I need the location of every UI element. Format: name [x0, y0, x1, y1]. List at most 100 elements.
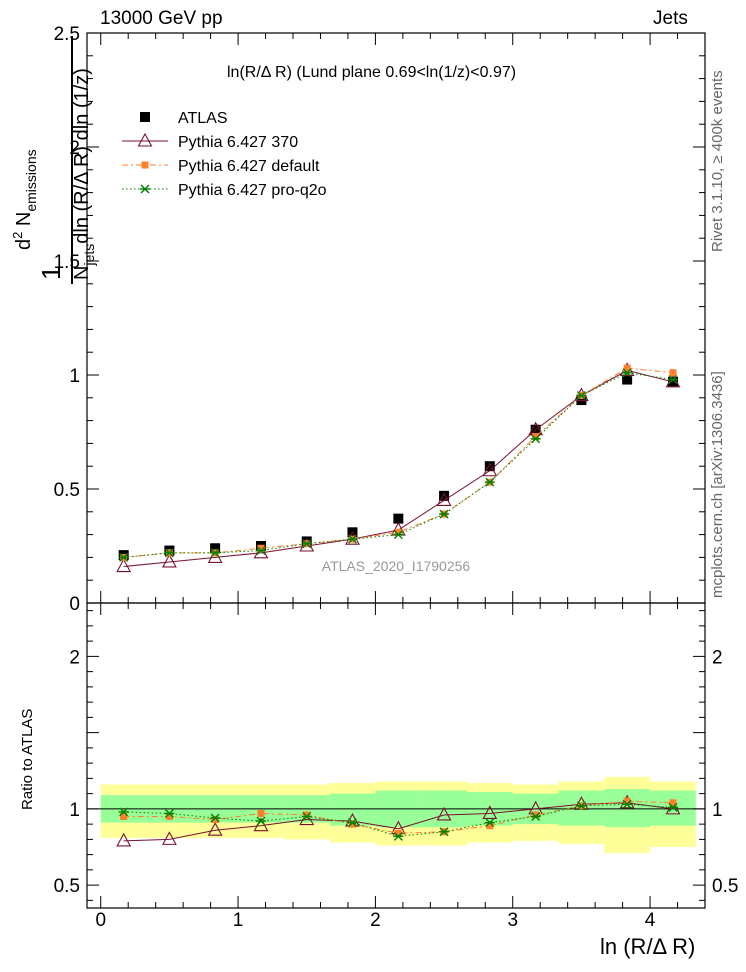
ratio-point — [347, 818, 358, 828]
ratio-point — [165, 813, 173, 820]
data-point — [116, 558, 132, 573]
ratio-y-tick-label: 0.5 — [54, 876, 80, 897]
ratio-point — [256, 816, 267, 826]
axis-ticks: 0 1 2 3 4 0 0.5 1 1.5 2 2.5 0.5 0.5 1 1 2 2 — [54, 24, 739, 931]
data-point — [576, 391, 587, 401]
data-point — [257, 544, 265, 552]
data-series — [116, 362, 681, 847]
legend-marker — [140, 184, 150, 194]
data-point — [622, 368, 633, 378]
ratio-point — [484, 818, 495, 828]
legend-entry: Pythia 6.427 default — [122, 158, 320, 175]
y-tick-label: 2.5 — [54, 24, 80, 45]
data-point — [347, 534, 358, 544]
data-point — [439, 509, 450, 519]
ratio-uncertainty-bands — [87, 776, 705, 854]
y-tick-label: 1 — [69, 366, 80, 387]
data-point — [394, 528, 402, 536]
data-point — [118, 552, 129, 562]
ratio-point — [303, 811, 311, 819]
ratio-y-tick-label-right: 2 — [712, 647, 723, 668]
data-point — [668, 375, 679, 385]
data-point — [622, 374, 633, 385]
y-tick-label: 0.5 — [54, 480, 80, 501]
svg-text:d2 Nemissions: d2 Nemissions — [10, 149, 39, 250]
svg-text:1: 1 — [36, 266, 66, 280]
ratio-point — [257, 809, 265, 817]
ratio-point — [436, 806, 452, 821]
data-point — [164, 548, 175, 558]
ratio-point — [120, 813, 128, 820]
data-point — [484, 461, 495, 472]
data-point — [623, 364, 631, 372]
ratio-point — [486, 822, 494, 830]
data-point — [532, 433, 540, 441]
ratio-point — [439, 827, 450, 837]
legend-entry: Pythia 6.427 370 — [122, 132, 298, 151]
ratio-point — [669, 799, 677, 807]
ratio-point — [164, 808, 175, 818]
ratio-point — [210, 813, 221, 823]
ratio-point — [622, 799, 633, 809]
data-point — [393, 530, 404, 540]
legend-marker — [137, 132, 153, 147]
ratio-point — [161, 831, 177, 845]
data-point — [393, 513, 404, 524]
x-tick-label: 0 — [95, 910, 106, 931]
x-tick-label: 3 — [507, 910, 518, 931]
ratio-y-tick-label-right: 1 — [712, 800, 723, 821]
legend-label: Pythia 6.427 pro-q2o — [178, 182, 327, 199]
ratio-point — [623, 797, 631, 805]
header-left-label: 13000 GeV pp — [100, 8, 223, 29]
data-point — [253, 544, 269, 559]
ratio-panel-frame — [86, 602, 706, 909]
ratio-point — [116, 832, 132, 847]
ratio-point — [532, 811, 540, 819]
legend-entry: ATLAS — [140, 110, 228, 127]
data-point — [256, 546, 267, 556]
legend-label: Pythia 6.427 370 — [178, 134, 298, 151]
ratio-point — [207, 822, 223, 836]
data-point — [436, 492, 452, 506]
legend-entry: Pythia 6.427 pro-q2o — [122, 182, 327, 199]
legend-marker — [140, 112, 150, 122]
ratio-y-tick-label-right: 0.5 — [712, 876, 738, 897]
ratio-point — [301, 812, 312, 821]
ratio-point — [482, 805, 498, 820]
data-point — [482, 462, 498, 477]
ratio-point — [118, 807, 129, 817]
legend-label: ATLAS — [178, 110, 228, 127]
data-point — [439, 490, 450, 501]
legend: ATLAS Pythia 6.427 370 Pythia 6.427 defaul… — [122, 110, 327, 199]
data-point — [210, 548, 221, 558]
series-line — [123, 369, 674, 568]
axes-frames — [86, 32, 706, 909]
ratio-point — [211, 816, 219, 824]
data-point — [669, 369, 677, 377]
y-tick-label: 2 — [69, 138, 80, 159]
y-tick-label: 0 — [69, 594, 80, 615]
ratio-point — [394, 829, 402, 837]
x-tick-label: 4 — [645, 910, 656, 931]
x-axis-label: ln (R/Δ R) — [600, 934, 696, 959]
header-right-label: Jets — [653, 8, 688, 29]
y-tick-label: 1.5 — [54, 252, 80, 273]
data-point — [210, 543, 221, 554]
data-point — [161, 553, 177, 568]
analysis-watermark: ATLAS_2020_I1790256 — [322, 558, 471, 574]
ratio-point — [299, 811, 315, 826]
x-tick-label: 2 — [370, 910, 381, 931]
ratio-point — [576, 801, 587, 811]
x-tick-label: 1 — [233, 910, 244, 931]
data-point — [665, 373, 681, 388]
ratio-point — [393, 831, 404, 841]
legend-marker — [141, 161, 149, 169]
data-point — [301, 539, 312, 549]
svg-text:Njetsdln (R/Δ R) dln (1/z): Njetsdln (R/Δ R) dln (1/z) — [71, 68, 97, 280]
data-point — [484, 477, 495, 487]
ratio-y-tick-label: 1 — [69, 800, 80, 821]
ratio-y-tick-label: 2 — [69, 647, 80, 668]
ratio-point — [668, 802, 679, 812]
legend-label: Pythia 6.427 default — [178, 158, 320, 175]
chart-title: ln(R/Δ R) (Lund plane 0.69<ln(1/z)<0.97) — [227, 64, 517, 81]
